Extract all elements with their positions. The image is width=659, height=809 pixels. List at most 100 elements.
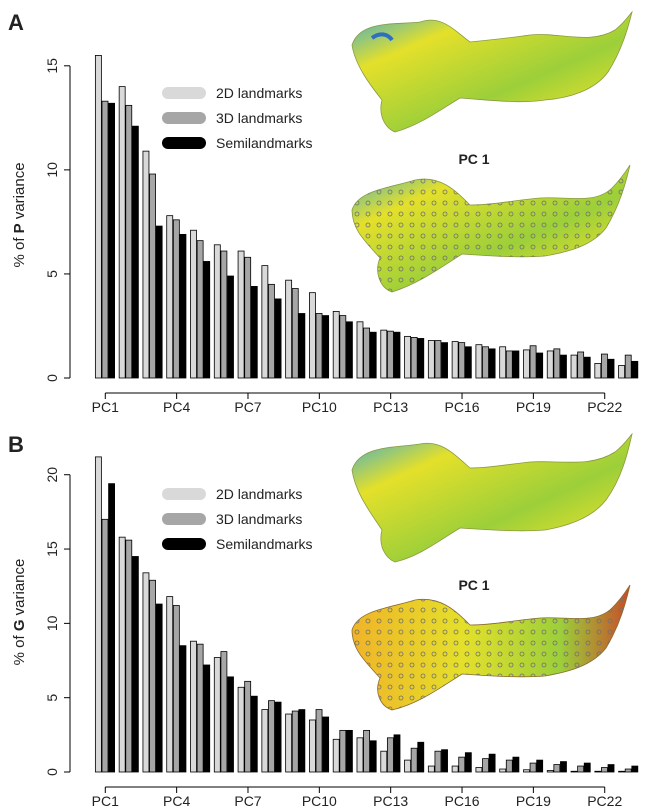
bar-2d-landmarks-pc17 xyxy=(475,767,483,773)
bar-3d-landmarks-pc7 xyxy=(244,256,252,379)
bars-b xyxy=(94,456,639,773)
x-tick-label: PC7 xyxy=(234,399,261,415)
bar-2d-landmarks-pc19 xyxy=(523,769,530,773)
y-tick-label: 10 xyxy=(44,615,60,631)
bar-2d-landmarks-pc1 xyxy=(94,456,102,773)
bar-3d-landmarks-pc14 xyxy=(410,337,418,379)
bar-semilandmarks-pc8 xyxy=(274,298,282,379)
bar-3d-landmarks-pc1 xyxy=(101,100,109,379)
bar-3d-landmarks-pc23 xyxy=(624,354,632,379)
bar-3d-landmarks-pc10 xyxy=(315,709,323,773)
bar-2d-landmarks-pc8 xyxy=(261,265,269,379)
bar-3d-landmarks-pc21 xyxy=(577,765,585,773)
bar-3d-landmarks-pc17 xyxy=(482,346,489,379)
y-axis-label-a: % of P variance xyxy=(11,162,28,267)
bar-semilandmarks-pc2 xyxy=(131,556,139,773)
bar-3d-landmarks-pc18 xyxy=(505,759,513,773)
bar-2d-landmarks-pc6 xyxy=(213,657,221,773)
x-tick-label: PC4 xyxy=(163,793,190,809)
bar-semilandmarks-pc4 xyxy=(179,233,187,379)
bar-semilandmarks-pc12 xyxy=(369,740,377,773)
bar-2d-landmarks-pc10 xyxy=(309,719,316,773)
legend-a: 2D landmarks 3D landmarks Semilandmarks xyxy=(162,85,312,151)
bar-semilandmarks-pc20 xyxy=(560,761,567,773)
bar-2d-landmarks-pc14 xyxy=(404,759,411,773)
bar-2d-landmarks-pc5 xyxy=(190,229,197,379)
bar-semilandmarks-pc13 xyxy=(393,331,401,379)
x-tick-label: PC13 xyxy=(373,793,408,809)
bar-3d-landmarks-pc20 xyxy=(553,764,561,773)
bar-3d-landmarks-pc21 xyxy=(577,351,585,379)
bar-semilandmarks-pc2 xyxy=(131,125,139,379)
x-tick-label: PC7 xyxy=(234,793,261,809)
bar-3d-landmarks-pc22 xyxy=(601,767,608,773)
bar-semilandmarks-pc9 xyxy=(298,709,306,773)
bar-2d-landmarks-pc9 xyxy=(285,279,293,379)
bar-2d-landmarks-pc1 xyxy=(94,55,102,379)
bar-3d-landmarks-pc11 xyxy=(339,315,347,379)
bar-2d-landmarks-pc13 xyxy=(380,750,388,773)
bar-semilandmarks-pc15 xyxy=(441,342,448,379)
x-tick-label: PC22 xyxy=(587,793,622,809)
bar-2d-landmarks-pc4 xyxy=(166,215,174,379)
bar-3d-landmarks-pc2 xyxy=(125,104,133,379)
x-tick-label: PC19 xyxy=(516,399,551,415)
legend-swatch xyxy=(162,137,206,149)
bar-3d-landmarks-pc2 xyxy=(125,539,133,773)
bar-3d-landmarks-pc14 xyxy=(410,747,418,773)
bar-semilandmarks-pc12 xyxy=(369,331,377,379)
bar-semilandmarks-pc23 xyxy=(631,765,639,773)
bar-3d-landmarks-pc16 xyxy=(458,756,466,773)
legend-label: 2D landmarks xyxy=(216,85,302,101)
legend-b: 2D landmarks 3D landmarks Semilandmarks xyxy=(162,486,312,552)
bar-3d-landmarks-pc18 xyxy=(505,350,513,379)
bar-3d-landmarks-pc22 xyxy=(601,353,608,379)
bar-semilandmarks-pc22 xyxy=(607,764,615,773)
bar-2d-landmarks-pc7 xyxy=(237,686,245,773)
bar-3d-landmarks-pc12 xyxy=(363,729,370,773)
panel-a: A % of P variance 0 5 10 15 PC1 PC4 PC7 PC10 PC1… xyxy=(8,10,639,415)
bar-semilandmarks-pc5 xyxy=(203,261,211,379)
mandible-semilandmarks-icon xyxy=(351,584,631,711)
axes-b: 0 5 10 15 20 PC1 PC4 PC7 PC10 PC13 PC16 PC19 PC22 xyxy=(44,467,622,809)
bar-3d-landmarks-pc3 xyxy=(149,579,156,773)
legend-swatch xyxy=(162,488,206,500)
bar-semilandmarks-pc20 xyxy=(560,354,567,379)
bar-3d-landmarks-pc7 xyxy=(244,680,252,773)
bar-3d-landmarks-pc12 xyxy=(363,327,370,379)
bar-3d-landmarks-pc19 xyxy=(529,762,537,773)
mandible-heatmap-icon xyxy=(351,10,633,133)
bar-2d-landmarks-pc17 xyxy=(475,344,483,379)
bar-2d-landmarks-pc18 xyxy=(499,768,507,773)
bar-semilandmarks-pc5 xyxy=(203,664,211,773)
legend-swatch xyxy=(162,513,206,525)
y-tick-label: 15 xyxy=(44,541,60,557)
bar-3d-landmarks-pc5 xyxy=(196,643,204,773)
bar-3d-landmarks-pc13 xyxy=(386,330,394,379)
x-tick-label: PC19 xyxy=(516,793,551,809)
mandible-semilandmarks-icon xyxy=(351,164,631,293)
inset-label-b: PC 1 xyxy=(458,577,489,593)
bar-2d-landmarks-pc20 xyxy=(546,770,554,773)
bar-semilandmarks-pc3 xyxy=(155,225,163,379)
legend-swatch xyxy=(162,112,206,124)
bar-semilandmarks-pc19 xyxy=(536,759,544,773)
bar-3d-landmarks-pc15 xyxy=(434,750,442,773)
bar-3d-landmarks-pc20 xyxy=(553,348,561,379)
bar-2d-landmarks-pc3 xyxy=(142,150,150,379)
bar-3d-landmarks-pc11 xyxy=(339,729,347,773)
bar-semilandmarks-pc13 xyxy=(393,734,401,773)
bar-3d-landmarks-pc6 xyxy=(220,250,228,379)
bar-2d-landmarks-pc3 xyxy=(142,572,150,773)
bar-semilandmarks-pc1 xyxy=(108,102,115,379)
bar-3d-landmarks-pc4 xyxy=(172,219,180,379)
bar-2d-landmarks-pc15 xyxy=(427,765,435,773)
bar-semilandmarks-pc21 xyxy=(583,762,591,773)
bar-2d-landmarks-pc16 xyxy=(451,765,459,773)
bar-2d-landmarks-pc23 xyxy=(618,365,626,379)
x-tick-label: PC13 xyxy=(373,399,408,415)
x-tick-label: PC10 xyxy=(302,793,337,809)
bar-2d-landmarks-pc22 xyxy=(594,770,602,773)
y-tick-label: 5 xyxy=(44,694,60,702)
mandible-heatmap-icon xyxy=(351,432,633,563)
